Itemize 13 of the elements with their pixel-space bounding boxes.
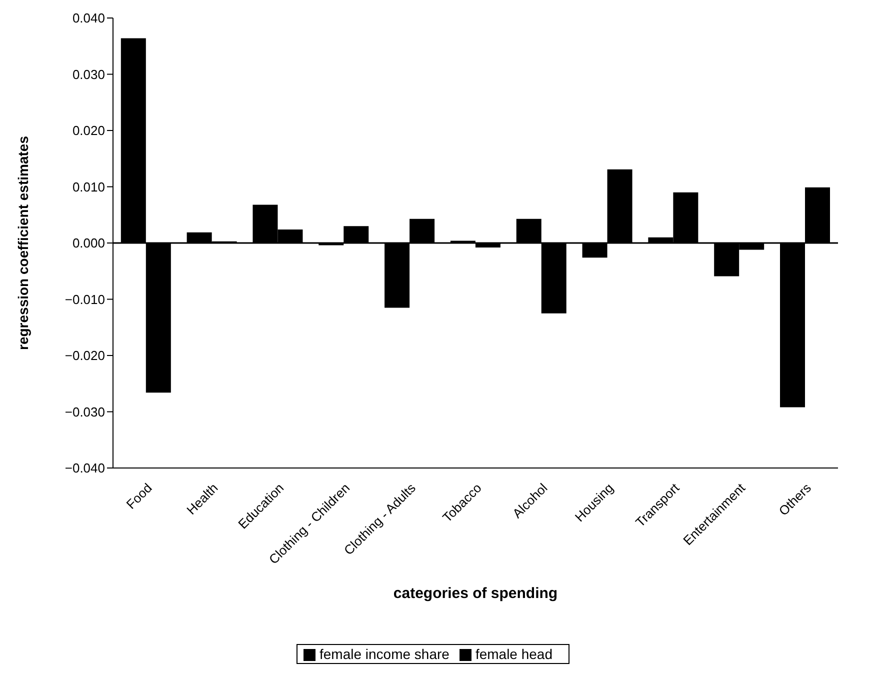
y-tick-label: −0.010: [64, 292, 105, 307]
x-axis-title: categories of spending: [393, 585, 558, 602]
y-tick-label: −0.020: [64, 348, 105, 364]
y-tick-label: 0.000: [72, 236, 105, 251]
legend-label: female income share: [319, 646, 450, 662]
y-tick-label: 0.040: [72, 10, 105, 26]
y-tick-label: 0.020: [72, 123, 105, 138]
y-tick-label: 0.010: [72, 179, 105, 194]
y-tick-label: 0.030: [72, 66, 105, 82]
y-tick-label: −0.030: [64, 404, 105, 420]
legend-label: female head: [475, 646, 553, 662]
y-axis-title: regression coefficient estimates: [14, 136, 31, 350]
y-tick-label: −0.040: [64, 460, 105, 476]
